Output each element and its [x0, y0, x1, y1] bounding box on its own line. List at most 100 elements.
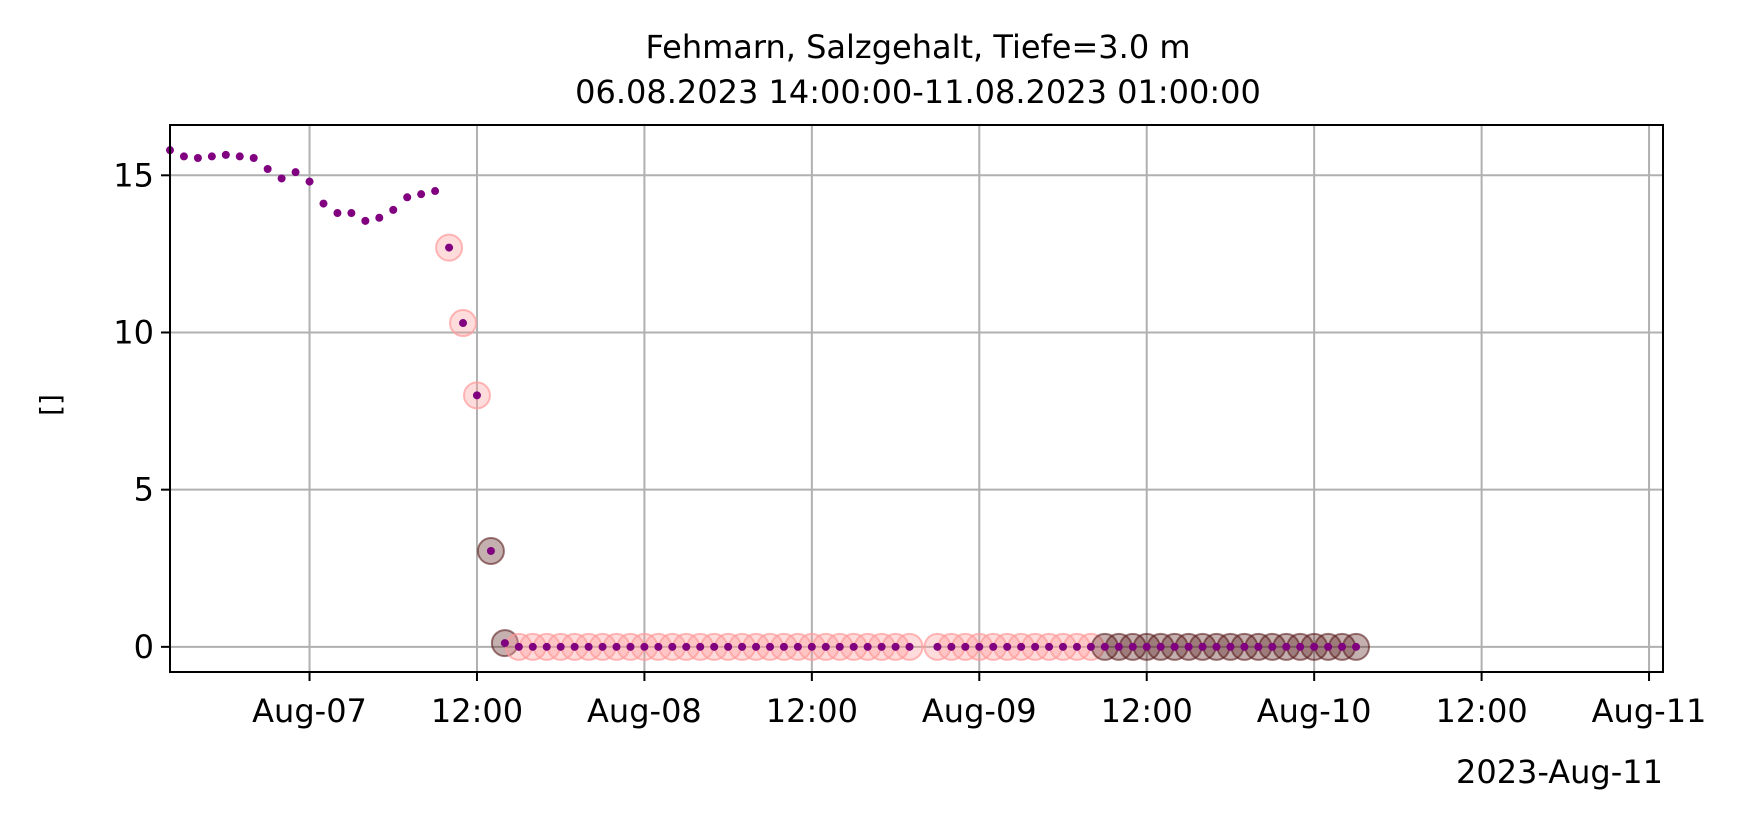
data-point: [249, 154, 258, 163]
data-point: [1296, 642, 1305, 651]
x-axis-date-label: 2023-Aug-11: [1456, 753, 1663, 791]
data-point: [528, 642, 537, 651]
data-point: [765, 642, 774, 651]
data-point: [961, 642, 970, 651]
data-point: [361, 216, 370, 225]
data-point: [1254, 642, 1263, 651]
data-point: [1128, 642, 1137, 651]
data-point: [612, 642, 621, 651]
x-tick-label: 12:00: [766, 692, 858, 730]
data-point: [1072, 642, 1081, 651]
tick-layer: Aug-07 12:00 Aug-08 12:00 Aug-09 12:00 Aug-10 1…: [113, 156, 1706, 730]
data-point: [1212, 642, 1221, 651]
data-point: [514, 642, 523, 651]
chart-title: Fehmarn, Salzgehalt, Tiefe=3.0 m: [645, 28, 1190, 66]
data-point: [1017, 642, 1026, 651]
data-point: [1184, 642, 1193, 651]
data-point: [668, 642, 677, 651]
data-point: [472, 391, 481, 400]
y-tick-label: 5: [134, 471, 154, 509]
data-point: [1031, 642, 1040, 651]
grid-layer: [170, 125, 1663, 672]
data-point: [584, 642, 593, 651]
data-point: [1268, 642, 1277, 651]
data-point: [1100, 642, 1109, 651]
y-tick-label: 0: [134, 628, 154, 666]
data-point: [1156, 642, 1165, 651]
data-point: [319, 199, 328, 208]
data-point: [417, 190, 426, 199]
data-point: [793, 642, 802, 651]
data-point: [291, 168, 300, 177]
data-point: [947, 642, 956, 651]
data-point: [500, 639, 509, 648]
data-point: [626, 642, 635, 651]
x-tick-label: 12:00: [1101, 692, 1193, 730]
data-point: [849, 642, 858, 651]
data-point: [724, 642, 733, 651]
data-point: [779, 642, 788, 651]
data-point: [821, 642, 830, 651]
data-point: [556, 642, 565, 651]
data-point: [263, 165, 272, 174]
data-point: [835, 642, 844, 651]
y-axis-label: []: [34, 394, 67, 416]
data-point: [1226, 642, 1235, 651]
data-point: [1045, 642, 1054, 651]
x-tick-label: 12:00: [431, 692, 523, 730]
x-tick-label: Aug-10: [1257, 692, 1372, 730]
data-point: [1086, 642, 1095, 651]
data-point: [431, 187, 440, 196]
data-point: [654, 642, 663, 651]
data-point: [333, 209, 342, 218]
data-point: [738, 642, 747, 651]
data-point: [570, 642, 579, 651]
data-point: [933, 642, 942, 651]
data-point: [863, 642, 872, 651]
data-point: [1198, 642, 1207, 651]
data-point: [989, 642, 998, 651]
x-tick-label: Aug-09: [922, 692, 1037, 730]
x-tick-label: 12:00: [1435, 692, 1527, 730]
data-point: [1059, 642, 1068, 651]
data-point: [235, 152, 244, 161]
plot-frame: [169, 124, 1664, 673]
data-point: [975, 642, 984, 651]
data-point: [807, 642, 816, 651]
data-point: [891, 642, 900, 651]
data-point: [752, 642, 761, 651]
data-point: [486, 546, 495, 555]
data-point: [696, 642, 705, 651]
x-tick-label: Aug-08: [587, 692, 702, 730]
y-tick-label: 10: [113, 313, 154, 351]
data-point-layer: [166, 146, 1361, 651]
data-point: [905, 642, 914, 651]
data-point: [403, 193, 412, 202]
data-point: [1338, 642, 1347, 651]
data-point: [682, 642, 691, 651]
data-point: [640, 642, 649, 651]
data-point: [193, 154, 202, 163]
data-point: [542, 642, 551, 651]
data-point: [1170, 642, 1179, 651]
data-point: [1310, 642, 1319, 651]
data-point: [389, 205, 398, 214]
data-point: [1114, 642, 1123, 651]
data-point: [1352, 642, 1361, 651]
data-point: [1003, 642, 1012, 651]
y-tick-label: 15: [113, 156, 154, 194]
data-point: [1282, 642, 1291, 651]
data-point: [277, 174, 286, 183]
chart-subtitle: 06.08.2023 14:00:00-11.08.2023 01:00:00: [575, 73, 1261, 111]
data-point: [1142, 642, 1151, 651]
data-point: [305, 177, 314, 186]
data-point: [347, 209, 356, 218]
data-point: [179, 152, 188, 161]
data-point: [598, 642, 607, 651]
data-point: [221, 150, 230, 159]
data-point: [1324, 642, 1333, 651]
data-point: [877, 642, 886, 651]
data-point: [710, 642, 719, 651]
